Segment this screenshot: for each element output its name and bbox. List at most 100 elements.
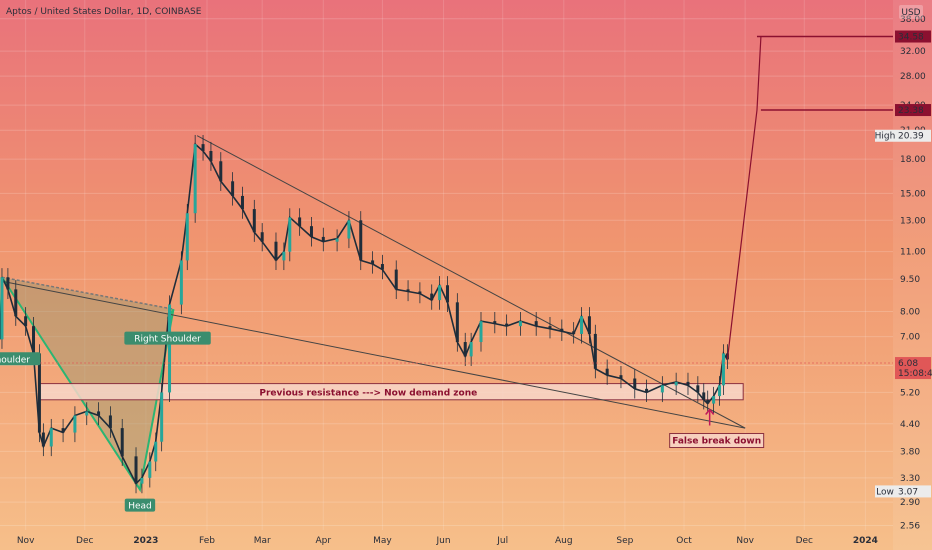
demand-zone-label: Previous resistance ---> Now demand zone — [259, 388, 477, 398]
candle-body — [185, 213, 189, 261]
price-badge-text-4: 6.08 — [898, 359, 918, 369]
candle-body — [674, 381, 678, 386]
y-tick-label: 11.00 — [900, 248, 926, 258]
price-badge-5 — [895, 485, 931, 498]
price-badge-tag-3: High — [875, 132, 896, 142]
candle-body — [24, 316, 28, 327]
candle-body — [359, 220, 363, 261]
x-tick-label: May — [373, 536, 392, 546]
y-tick-label: 13.00 — [900, 216, 926, 226]
wedge-upper-line — [196, 135, 746, 429]
candle-body — [463, 342, 467, 357]
candle-body — [61, 428, 65, 433]
wedge-lower-line — [1, 280, 746, 429]
candle-body — [219, 161, 223, 182]
pattern-label-3: Right Shoulder — [134, 335, 201, 345]
price-badge-sub-4: 15:08:49 — [898, 369, 932, 379]
candle-body — [160, 392, 164, 442]
candle-body — [593, 333, 597, 369]
price-line — [0, 142, 729, 485]
candle-body — [493, 321, 497, 324]
candle-body — [438, 285, 442, 301]
price-badge-1 — [895, 30, 931, 43]
candle-body — [580, 316, 584, 334]
candle-body — [479, 321, 483, 343]
x-tick-label: Nov — [736, 536, 754, 546]
candle-body — [335, 238, 339, 242]
x-tick-label: Sep — [616, 536, 633, 546]
candle-body — [0, 277, 4, 340]
candle-body — [430, 293, 434, 301]
candle-body — [712, 396, 716, 404]
false-breakdown-box — [669, 433, 765, 449]
candle-body — [371, 260, 375, 265]
candle-body — [347, 220, 351, 239]
x-tick-label: Apr — [316, 536, 332, 546]
candle-body — [560, 328, 564, 332]
x-tick-label: Jun — [436, 536, 451, 546]
candle-body — [168, 304, 172, 393]
pattern-label-2: Head — [128, 502, 152, 512]
y-tick-label: 8.00 — [900, 308, 920, 318]
candle-body — [686, 381, 690, 386]
price-badge-4 — [895, 357, 931, 380]
candle-body — [201, 144, 205, 151]
y-tick-label: 28.00 — [900, 72, 926, 82]
y-tick-label: 38.00 — [900, 15, 926, 25]
x-tick-label: Aug — [555, 536, 573, 546]
candle-body — [41, 432, 45, 447]
y-tick-label: 7.00 — [900, 333, 920, 343]
candle-body — [179, 260, 183, 305]
candle-body — [274, 241, 278, 261]
candle-body — [572, 331, 576, 334]
candle-body — [282, 251, 286, 261]
candle-body — [645, 388, 649, 393]
pattern-label-bg — [124, 498, 156, 512]
candle-body — [73, 415, 77, 433]
price-badge-tag-bg-3 — [875, 129, 895, 142]
candle-body — [718, 385, 722, 397]
price-badge-3 — [895, 129, 931, 142]
price-badge-text-2: 23.38 — [898, 106, 924, 116]
candle-body — [721, 353, 725, 386]
y-tick-label: 15.00 — [900, 189, 926, 199]
pattern-label-bg — [124, 331, 211, 345]
chart-title: Aptos / United States Dollar, 1D, COINBA… — [6, 7, 202, 17]
candle-body — [120, 428, 124, 457]
neckline — [1, 276, 174, 310]
candle-body — [469, 342, 473, 357]
candle-body — [587, 316, 591, 334]
candle-body — [394, 269, 398, 290]
candle-body — [505, 323, 509, 327]
candle-body — [288, 217, 292, 252]
false-breakdown-label: False break down — [672, 437, 761, 447]
y-tick-label: 9.50 — [900, 275, 920, 285]
x-tick-label: Dec — [796, 536, 813, 546]
candle-body — [37, 353, 41, 433]
candle-body — [298, 217, 302, 227]
candle-body — [154, 441, 158, 462]
y-tick-label: 2.56 — [900, 522, 920, 532]
y-tick-label: 4.40 — [900, 420, 920, 430]
candle-body — [140, 477, 144, 484]
price-badge-text-1: 34.58 — [898, 33, 924, 43]
pattern-label-bg — [0, 352, 41, 366]
candle-body — [32, 326, 36, 354]
candle-body — [706, 399, 710, 404]
candle-body — [696, 385, 700, 393]
projection-path — [726, 36, 762, 360]
candle-body — [455, 302, 459, 343]
false-breakdown-arrowhead — [705, 408, 715, 415]
candle-body — [240, 195, 244, 210]
candle-body — [6, 277, 10, 290]
price-badge-2 — [895, 104, 931, 117]
currency-label: USD — [901, 8, 920, 18]
y-tick-label: 18.00 — [900, 155, 926, 165]
candle-body — [85, 411, 89, 416]
y-tick-label: 3.80 — [900, 447, 920, 457]
x-tick-label: Feb — [199, 536, 215, 546]
candle-body — [321, 236, 325, 242]
candle-body — [148, 461, 152, 478]
